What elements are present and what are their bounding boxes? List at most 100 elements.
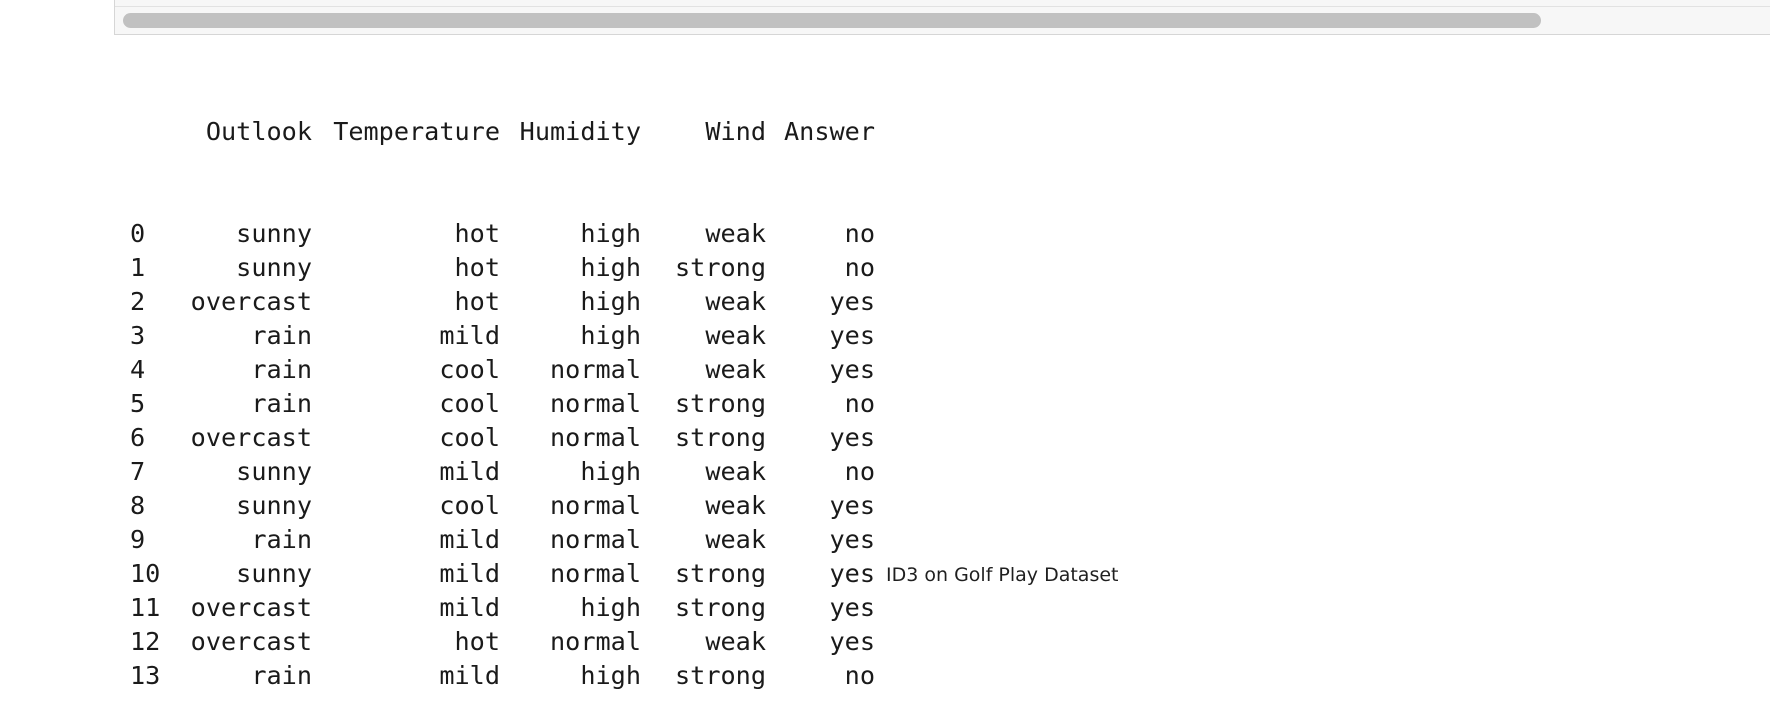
table-row: 2 overcast hot high weak yes bbox=[130, 285, 875, 319]
horizontal-scrollbar[interactable] bbox=[114, 0, 1770, 35]
cell-temperature: mild bbox=[439, 525, 500, 554]
cell-humidity: normal bbox=[550, 491, 641, 520]
cell-outlook: sunny bbox=[236, 559, 312, 588]
table-row: 13 rain mild high strong no bbox=[130, 659, 875, 693]
table-body: 0 sunny hot high weak no 1 sunny hot high strong no… bbox=[130, 217, 875, 693]
cell-outlook: rain bbox=[251, 355, 312, 384]
dataframe-output: Outlook Temperature Humidity Wind Answer… bbox=[130, 47, 875, 727]
cell-answer: yes bbox=[829, 355, 876, 384]
cell-outlook: overcast bbox=[190, 423, 312, 452]
table-row: 9 rain mild normal weak yes bbox=[130, 523, 875, 557]
cell-wind: strong bbox=[675, 423, 766, 452]
cell-index: 4 bbox=[130, 355, 146, 384]
table-row: 12 overcast hot normal weak yes bbox=[130, 625, 875, 659]
cell-answer: yes bbox=[829, 593, 876, 622]
table-row: 6 overcast cool normal strong yes bbox=[130, 421, 875, 455]
table-header-row: Outlook Temperature Humidity Wind Answer bbox=[130, 115, 875, 149]
cell-answer: no bbox=[844, 253, 875, 282]
table-row: 8 sunny cool normal weak yes bbox=[130, 489, 875, 523]
cell-wind: weak bbox=[705, 287, 766, 316]
cell-humidity: normal bbox=[550, 389, 641, 418]
cell-temperature: mild bbox=[439, 457, 500, 486]
cell-humidity: high bbox=[580, 287, 641, 316]
cell-humidity: normal bbox=[550, 627, 641, 656]
cell-index: 2 bbox=[130, 287, 146, 316]
cell-index: 12 bbox=[130, 627, 161, 656]
header-answer: Answer bbox=[784, 117, 875, 146]
header-wind: Wind bbox=[705, 117, 766, 146]
cell-answer: no bbox=[844, 219, 875, 248]
cell-answer: no bbox=[844, 389, 875, 418]
table-row: 11 overcast mild high strong yes bbox=[130, 591, 875, 625]
cell-index: 8 bbox=[130, 491, 146, 520]
cell-humidity: normal bbox=[550, 423, 641, 452]
scrollbar-thumb[interactable] bbox=[123, 13, 1541, 28]
cell-index: 5 bbox=[130, 389, 146, 418]
cell-outlook: overcast bbox=[190, 287, 312, 316]
cell-index: 11 bbox=[130, 593, 161, 622]
cell-temperature: hot bbox=[454, 253, 501, 282]
cell-outlook: sunny bbox=[236, 253, 312, 282]
cell-humidity: high bbox=[580, 661, 641, 690]
cell-temperature: mild bbox=[439, 321, 500, 350]
cell-index: 0 bbox=[130, 219, 146, 248]
cell-wind: weak bbox=[705, 355, 766, 384]
cell-temperature: mild bbox=[439, 559, 500, 588]
cell-humidity: normal bbox=[550, 525, 641, 554]
cell-outlook: overcast bbox=[190, 593, 312, 622]
cell-outlook: sunny bbox=[236, 491, 312, 520]
cell-wind: weak bbox=[705, 219, 766, 248]
table-row: 1 sunny hot high strong no bbox=[130, 251, 875, 285]
table-row: 7 sunny mild high weak no bbox=[130, 455, 875, 489]
cell-temperature: cool bbox=[439, 491, 500, 520]
cell-wind: strong bbox=[675, 593, 766, 622]
cell-answer: yes bbox=[829, 559, 876, 588]
cell-outlook: rain bbox=[251, 389, 312, 418]
cell-humidity: high bbox=[580, 593, 641, 622]
cell-answer: yes bbox=[829, 321, 876, 350]
table-row: 10 sunny mild normal strong yes bbox=[130, 557, 875, 591]
cell-humidity: high bbox=[580, 219, 641, 248]
cell-temperature: mild bbox=[439, 593, 500, 622]
cell-index: 1 bbox=[130, 253, 146, 282]
cell-wind: weak bbox=[705, 525, 766, 554]
cell-wind: strong bbox=[675, 559, 766, 588]
table-row: 3 rain mild high weak yes bbox=[130, 319, 875, 353]
cell-index: 6 bbox=[130, 423, 146, 452]
scroll-area-divider bbox=[115, 6, 1770, 7]
header-humidity: Humidity bbox=[519, 117, 641, 146]
cell-temperature: hot bbox=[454, 627, 501, 656]
cell-humidity: high bbox=[580, 457, 641, 486]
cell-wind: strong bbox=[675, 389, 766, 418]
header-index bbox=[130, 115, 190, 149]
cell-humidity: normal bbox=[550, 355, 641, 384]
cell-answer: yes bbox=[829, 627, 876, 656]
cell-outlook: rain bbox=[251, 321, 312, 350]
cell-answer: yes bbox=[829, 491, 876, 520]
cell-outlook: sunny bbox=[236, 457, 312, 486]
cell-wind: weak bbox=[705, 491, 766, 520]
cell-outlook: sunny bbox=[236, 219, 312, 248]
figure-caption: ID3 on Golf Play Dataset bbox=[886, 564, 1119, 586]
cell-temperature: hot bbox=[454, 287, 501, 316]
cell-wind: weak bbox=[705, 321, 766, 350]
cell-answer: no bbox=[844, 661, 875, 690]
table-row: 5 rain cool normal strong no bbox=[130, 387, 875, 421]
cell-wind: weak bbox=[705, 627, 766, 656]
cell-index: 13 bbox=[130, 661, 161, 690]
table-row: 4 rain cool normal weak yes bbox=[130, 353, 875, 387]
table-row: 0 sunny hot high weak no bbox=[130, 217, 875, 251]
cell-wind: weak bbox=[705, 457, 766, 486]
cell-wind: strong bbox=[675, 661, 766, 690]
cell-index: 10 bbox=[130, 559, 161, 588]
cell-outlook: rain bbox=[251, 525, 312, 554]
cell-temperature: cool bbox=[439, 423, 500, 452]
cell-index: 3 bbox=[130, 321, 146, 350]
cell-index: 7 bbox=[130, 457, 146, 486]
cell-answer: no bbox=[844, 457, 875, 486]
cell-answer: yes bbox=[829, 525, 876, 554]
header-temperature: Temperature bbox=[333, 117, 500, 146]
cell-answer: yes bbox=[829, 287, 876, 316]
cell-temperature: cool bbox=[439, 355, 500, 384]
cell-humidity: high bbox=[580, 321, 641, 350]
